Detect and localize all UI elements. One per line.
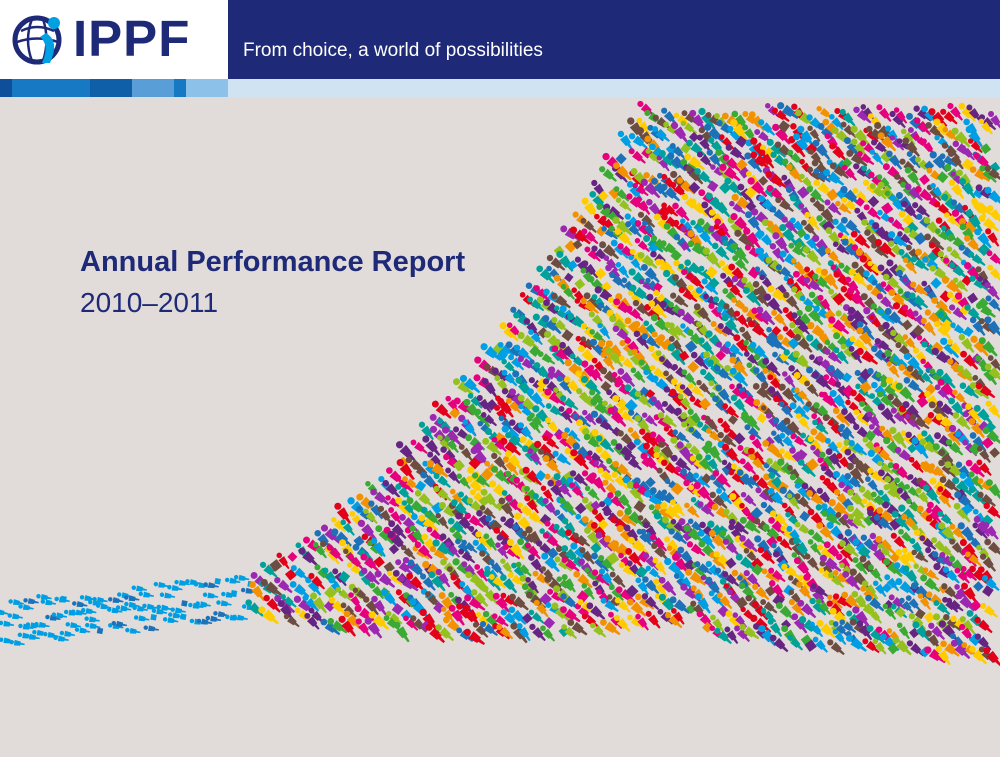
page-subtitle: 2010–2011 [80, 287, 219, 318]
globe-figure-icon [12, 15, 62, 65]
color-stripe [0, 79, 12, 97]
color-stripe [90, 79, 132, 97]
color-stripe [174, 79, 186, 97]
logo[interactable]: IPPF [0, 0, 228, 79]
tagline: From choice, a world of possibilities [243, 40, 543, 61]
logo-text: IPPF [73, 10, 191, 67]
header-bar: IPPF From choice, a world of possibiliti… [0, 0, 1000, 79]
page-title: Annual Performance Report [80, 246, 466, 278]
people-pictogram-icon [0, 100, 1000, 667]
color-stripe [228, 79, 1000, 97]
color-stripe [186, 79, 228, 97]
color-stripe [12, 79, 90, 97]
color-stripe [132, 79, 174, 97]
